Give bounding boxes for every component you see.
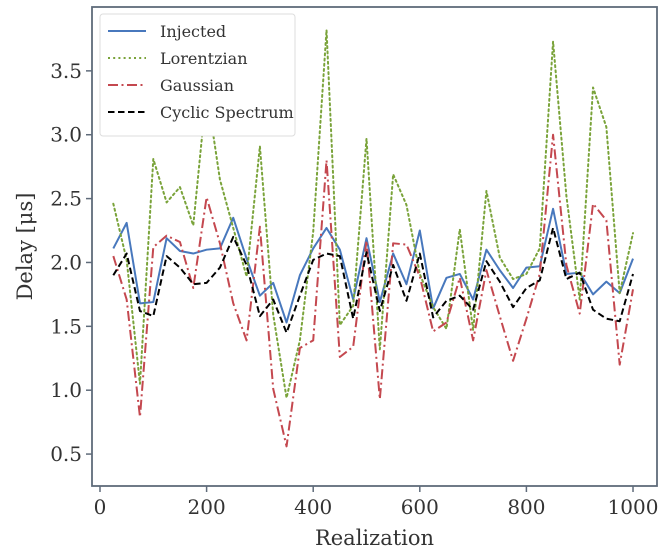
plot-frame — [91, 6, 658, 487]
series-line-1 — [112, 28, 635, 399]
y-tick-label: 2.5 — [50, 187, 82, 211]
x-tick-label: 400 — [294, 495, 332, 519]
legend-label: Gaussian — [160, 76, 234, 95]
x-tick-label: 600 — [401, 495, 439, 519]
x-tick-label: 1000 — [608, 495, 659, 519]
legend-box — [99, 13, 296, 137]
series-layer — [112, 28, 635, 448]
axes-layer: 0 200 400 600 800 1000 0.5 1.0 1.5 2.0 2.5 3.0 3.5 — [50, 59, 658, 519]
x-tick-label: 0 — [94, 495, 107, 519]
y-tick-label: 3.5 — [50, 59, 82, 83]
legend-label: Injected — [160, 22, 226, 41]
y-axis-label: Delay [μs] — [13, 193, 37, 301]
y-tick-label: 1.0 — [50, 378, 82, 402]
y-tick-label: 1.5 — [50, 314, 82, 338]
series-line-2 — [112, 133, 634, 448]
y-tick-label: 3.0 — [50, 123, 82, 147]
y-tick-label: 2.0 — [50, 250, 82, 274]
series-line-3 — [112, 226, 634, 334]
legend-label: Lorentzian — [160, 49, 248, 68]
series-line-0 — [112, 207, 634, 324]
legend-label: Cyclic Spectrum — [160, 103, 294, 122]
legend: Injected Lorentzian Gaussian Cyclic Spectru… — [99, 13, 296, 137]
x-tick-label: 200 — [188, 495, 226, 519]
x-axis-label: Realization — [315, 526, 434, 550]
x-tick-label: 800 — [507, 495, 545, 519]
y-tick-label: 0.5 — [50, 442, 82, 466]
